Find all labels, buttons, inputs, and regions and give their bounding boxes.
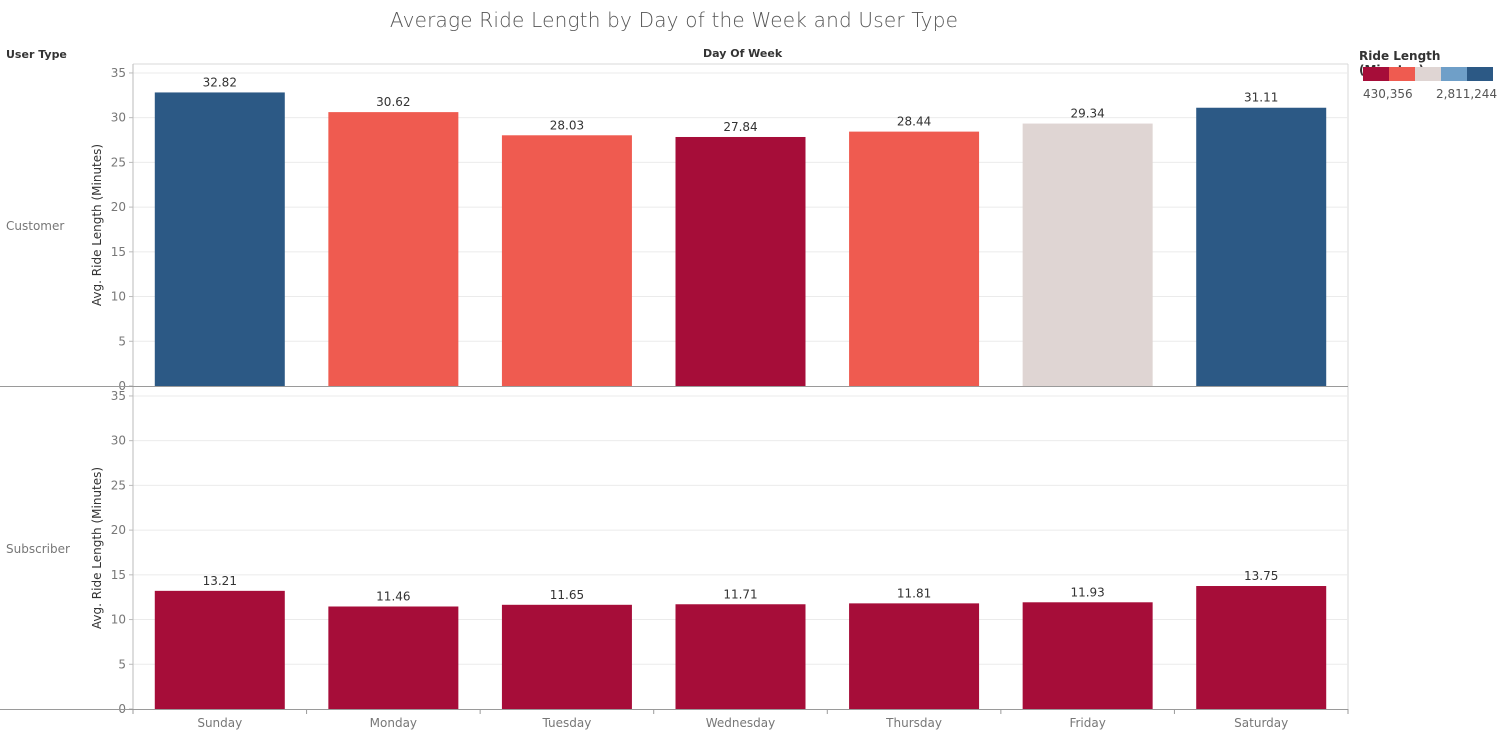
bar-customer-friday xyxy=(1022,123,1153,386)
y-tick-label: 25 xyxy=(111,155,126,169)
bar-subscriber-sunday xyxy=(154,590,285,709)
y-tick-label: 20 xyxy=(111,200,126,214)
data-label-subscriber-thursday: 11.81 xyxy=(897,586,931,600)
bar-subscriber-wednesday xyxy=(675,604,806,709)
y-tick-label: 35 xyxy=(111,66,126,80)
legend-swatch-2 xyxy=(1415,67,1441,81)
bar-customer-saturday xyxy=(1196,107,1327,386)
y-tick-label: 35 xyxy=(111,389,126,403)
bar-subscriber-monday xyxy=(328,606,459,709)
data-label-subscriber-monday: 11.46 xyxy=(376,589,410,603)
y-axis-title: Avg. Ride Length (Minutes) xyxy=(90,467,104,629)
column-header: Day Of Week xyxy=(703,47,783,60)
y-tick-label: 30 xyxy=(111,111,126,125)
x-tick-label-friday: Friday xyxy=(1069,716,1105,730)
row-label-customer: Customer xyxy=(6,219,65,233)
legend-swatch-4 xyxy=(1467,67,1493,81)
y-tick-label: 5 xyxy=(118,657,126,671)
bar-customer-wednesday xyxy=(675,136,806,386)
bar-customer-sunday xyxy=(154,92,285,387)
y-tick-label: 15 xyxy=(111,245,126,259)
y-tick-label: 30 xyxy=(111,434,126,448)
data-label-customer-thursday: 28.44 xyxy=(897,115,931,129)
legend-swatch-0 xyxy=(1363,67,1389,81)
x-tick-label-thursday: Thursday xyxy=(885,716,942,730)
data-label-subscriber-sunday: 13.21 xyxy=(203,574,237,588)
row-label-subscriber: Subscriber xyxy=(6,542,70,556)
legend-swatch-1 xyxy=(1389,67,1415,81)
bar-subscriber-thursday xyxy=(849,603,980,709)
color-legend[interactable] xyxy=(1363,67,1493,81)
bar-subscriber-friday xyxy=(1022,602,1153,709)
data-label-customer-monday: 30.62 xyxy=(376,95,410,109)
y-tick-label: 10 xyxy=(111,290,126,304)
data-label-customer-friday: 29.34 xyxy=(1070,107,1104,121)
y-tick-label: 20 xyxy=(111,523,126,537)
data-label-subscriber-saturday: 13.75 xyxy=(1244,569,1278,583)
data-label-subscriber-friday: 11.93 xyxy=(1070,585,1104,599)
data-label-subscriber-wednesday: 11.71 xyxy=(723,587,757,601)
data-label-customer-tuesday: 28.03 xyxy=(550,118,584,132)
y-tick-label: 5 xyxy=(118,334,126,348)
x-tick-label-saturday: Saturday xyxy=(1234,716,1288,730)
x-tick-label-sunday: Sunday xyxy=(197,716,242,730)
chart-title: Average Ride Length by Day of the Week a… xyxy=(389,8,959,32)
panel-subscriber: 05101520253035Avg. Ride Length (Minutes)… xyxy=(90,387,1348,716)
legend-max-label: 2,811,244 xyxy=(1436,87,1498,101)
data-label-customer-wednesday: 27.84 xyxy=(723,120,757,134)
bar-customer-monday xyxy=(328,112,459,387)
bar-subscriber-saturday xyxy=(1196,586,1327,709)
y-axis-title: Avg. Ride Length (Minutes) xyxy=(90,144,104,306)
bar-customer-tuesday xyxy=(501,135,632,386)
bar-customer-thursday xyxy=(849,131,980,386)
data-label-subscriber-tuesday: 11.65 xyxy=(550,588,584,602)
x-tick-label-tuesday: Tuesday xyxy=(542,716,592,730)
legend-min-label: 430,356 xyxy=(1363,87,1413,101)
legend-swatch-3 xyxy=(1441,67,1467,81)
row-header: User Type xyxy=(6,48,67,61)
data-label-customer-saturday: 31.11 xyxy=(1244,91,1278,105)
data-label-customer-sunday: 32.82 xyxy=(203,75,237,89)
bar-subscriber-tuesday xyxy=(501,604,632,709)
y-tick-label: 10 xyxy=(111,613,126,627)
x-tick-label-wednesday: Wednesday xyxy=(706,716,775,730)
y-tick-label: 15 xyxy=(111,568,126,582)
y-tick-label: 25 xyxy=(111,478,126,492)
x-tick-label-monday: Monday xyxy=(370,716,417,730)
panel-customer: 05101520253035Avg. Ride Length (Minutes)… xyxy=(90,64,1348,393)
